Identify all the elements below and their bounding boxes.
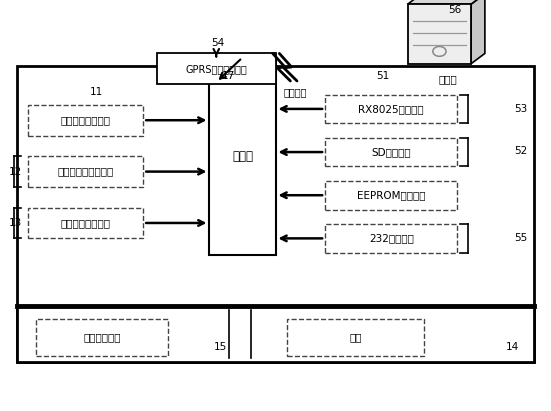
- Text: 54: 54: [211, 38, 224, 48]
- Text: 15: 15: [214, 342, 227, 352]
- Text: 电源: 电源: [349, 332, 361, 342]
- Text: 土壤电导率检测模块: 土壤电导率检测模块: [57, 166, 114, 177]
- Bar: [17, 306, 534, 362]
- Bar: [28, 156, 143, 187]
- Text: 14: 14: [506, 342, 519, 352]
- Bar: [28, 105, 143, 136]
- Text: 56: 56: [448, 5, 461, 15]
- Text: RX8025时钟模块: RX8025时钟模块: [358, 104, 424, 114]
- Text: 55: 55: [514, 233, 527, 242]
- Bar: [17, 66, 534, 362]
- Polygon shape: [471, 0, 485, 64]
- Text: 53: 53: [514, 104, 527, 114]
- Text: 上位机: 上位机: [438, 74, 457, 84]
- Bar: [287, 319, 424, 356]
- Text: 13: 13: [9, 218, 22, 228]
- Bar: [325, 224, 457, 253]
- Text: EEPROM存储模块: EEPROM存储模块: [357, 190, 425, 200]
- Bar: [36, 319, 168, 356]
- Text: SD存储模块: SD存储模块: [371, 147, 411, 157]
- Text: 电源控制模块: 电源控制模块: [83, 332, 121, 342]
- Bar: [28, 208, 143, 238]
- Bar: [408, 4, 471, 64]
- Text: 土壤温度检测模块: 土壤温度检测模块: [61, 218, 110, 228]
- Bar: [325, 181, 457, 210]
- Text: 17: 17: [222, 71, 235, 81]
- Bar: [157, 53, 276, 84]
- Text: 232通信模块: 232通信模块: [369, 233, 414, 243]
- Polygon shape: [408, 0, 485, 4]
- Text: GPRS数据传输模块: GPRS数据传输模块: [185, 64, 247, 74]
- Text: 信号传输: 信号传输: [283, 88, 306, 97]
- Text: 12: 12: [9, 167, 22, 177]
- Text: 52: 52: [514, 146, 527, 156]
- Text: 土壤水分检测模块: 土壤水分检测模块: [61, 115, 110, 125]
- Bar: [325, 138, 457, 166]
- Text: 处理器: 处理器: [232, 150, 253, 163]
- Text: 51: 51: [376, 71, 390, 81]
- Bar: [325, 95, 457, 123]
- Bar: [209, 58, 276, 255]
- Text: 11: 11: [90, 88, 103, 97]
